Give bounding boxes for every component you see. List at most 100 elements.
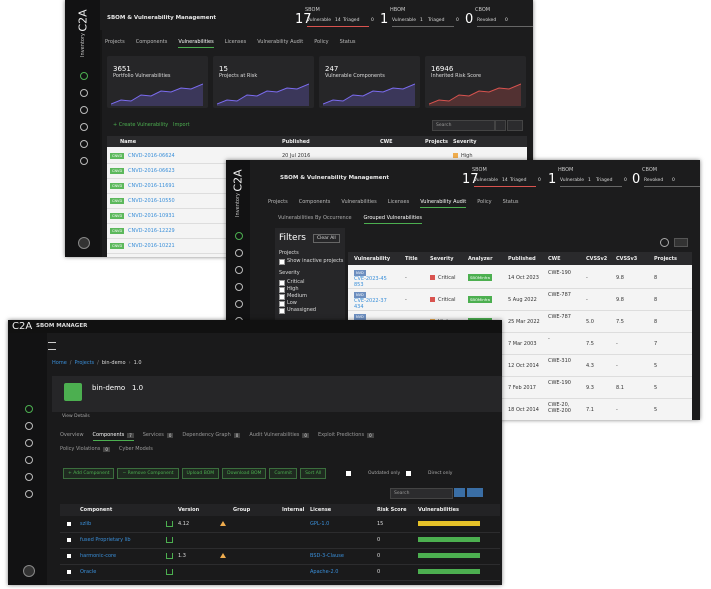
column-header[interactable]: Analyzer — [468, 256, 493, 262]
nav-icon[interactable] — [79, 72, 88, 80]
row-checkbox[interactable] — [67, 538, 71, 542]
column-header[interactable]: Severity — [453, 139, 477, 145]
action-button[interactable]: + Add Component — [63, 468, 115, 479]
tab[interactable]: Projects — [268, 199, 288, 205]
column-header[interactable]: Vulnerabilities — [418, 507, 459, 513]
nav-icon[interactable] — [24, 473, 33, 481]
column-header[interactable]: License — [310, 507, 332, 513]
checkbox[interactable] — [279, 287, 285, 293]
tab[interactable]: Policy Violations 0 — [60, 446, 110, 455]
tab[interactable]: Components 7 — [92, 432, 134, 441]
subtab[interactable]: Grouped Vulnerabilities — [363, 215, 422, 224]
search-box[interactable]: Search — [390, 488, 453, 499]
tab[interactable]: Vulnerabilities — [178, 39, 214, 48]
tab[interactable]: Projects — [105, 39, 125, 45]
checkbox[interactable] — [279, 280, 285, 286]
column-header[interactable]: CVSSv2 — [586, 256, 608, 262]
user-avatar[interactable] — [77, 237, 90, 249]
toggle-checkbox[interactable] — [406, 471, 411, 476]
vulnerability-link[interactable]: CVE-2022-37434 — [354, 298, 387, 310]
tab[interactable]: Status — [502, 199, 519, 205]
tab[interactable]: Overview — [60, 432, 84, 441]
column-header[interactable]: Component — [80, 507, 113, 513]
clear-button[interactable]: Clear All — [313, 234, 340, 243]
subtab[interactable]: Vulnerabilities By Occurrence — [278, 215, 352, 221]
refresh-button[interactable] — [495, 120, 506, 131]
column-header[interactable]: Name — [120, 139, 137, 145]
action-button[interactable]: Sort All — [300, 468, 327, 479]
tab[interactable]: Vulnerabilities — [341, 199, 377, 205]
checkbox[interactable] — [279, 301, 285, 307]
action-button[interactable]: Commit — [269, 468, 298, 479]
tab[interactable]: Services 0 — [143, 432, 174, 441]
nav-icon[interactable] — [24, 422, 33, 430]
nav-icon[interactable] — [24, 405, 33, 413]
tab[interactable]: Components — [135, 39, 168, 45]
column-header[interactable]: Vulnerability — [354, 256, 391, 262]
tab[interactable]: Vulnerability Audit — [420, 199, 467, 208]
row-checkbox[interactable] — [67, 554, 71, 558]
toggle-checkbox[interactable] — [346, 471, 351, 476]
action-button[interactable]: Upload BOM — [181, 468, 220, 479]
vulnerability-link[interactable]: CNVD-2016-10221 — [128, 243, 175, 249]
tab[interactable]: Licenses — [387, 199, 410, 205]
column-header[interactable]: Projects — [654, 256, 678, 262]
nav-icon[interactable] — [235, 232, 243, 240]
column-header[interactable]: Version — [178, 507, 200, 513]
column-header[interactable]: Published — [282, 139, 310, 145]
nav-icon[interactable] — [24, 490, 33, 498]
breadcrumb-item[interactable]: Home — [52, 360, 67, 366]
tab[interactable]: Licenses — [224, 39, 247, 45]
tab[interactable]: Exploit Predictions 0 — [318, 432, 374, 441]
action-button[interactable]: − Remove Component — [117, 468, 179, 479]
tab[interactable]: Audit Vulnerabilities 0 — [249, 432, 309, 441]
vulnerability-link[interactable]: CNVD-2016-12229 — [128, 228, 175, 234]
nav-icon[interactable] — [235, 300, 243, 308]
user-avatar[interactable] — [22, 565, 35, 577]
column-header[interactable]: CWE — [380, 139, 393, 145]
column-header[interactable]: Published — [508, 256, 536, 262]
column-header[interactable]: Group — [233, 507, 251, 513]
column-header[interactable]: Severity — [430, 256, 454, 262]
license-link[interactable]: BSD-3-Clause — [310, 553, 344, 559]
row-checkbox[interactable] — [67, 522, 71, 526]
columns-button[interactable] — [507, 120, 523, 131]
nav-icon[interactable] — [24, 456, 33, 464]
nav-icon[interactable] — [79, 89, 88, 97]
columns-button[interactable] — [467, 488, 483, 497]
action-button[interactable]: Download BOM — [222, 468, 267, 479]
vulnerability-link[interactable]: CNVD-2016-10931 — [128, 213, 175, 219]
vulnerability-link[interactable]: CNVD-2016-06624 — [128, 153, 175, 159]
column-header[interactable]: CVSSv3 — [616, 256, 638, 262]
checkbox[interactable] — [279, 259, 285, 265]
column-header[interactable]: Projects — [425, 139, 449, 145]
nav-icon[interactable] — [24, 439, 33, 447]
row-checkbox[interactable] — [67, 570, 71, 574]
import-button[interactable]: Import — [173, 122, 190, 128]
column-header[interactable]: Risk Score — [377, 507, 407, 513]
column-header[interactable]: Title — [405, 256, 418, 262]
nav-icon[interactable] — [79, 157, 88, 165]
tab[interactable]: Cyber Models — [119, 446, 153, 455]
nav-icon[interactable] — [235, 283, 243, 291]
checkbox[interactable] — [279, 294, 285, 300]
view-details-link[interactable]: View Details — [62, 414, 90, 419]
nav-icon[interactable] — [235, 266, 243, 274]
breadcrumb-item[interactable]: Projects — [74, 360, 95, 366]
column-header[interactable]: CWE — [548, 256, 561, 262]
component-link[interactable]: Oracle — [80, 569, 97, 575]
create-button[interactable]: + Create Vulnerability — [113, 122, 169, 128]
component-link[interactable]: szlib — [80, 521, 92, 527]
vulnerability-link[interactable]: CVE-2023-45853 — [354, 276, 387, 288]
tab[interactable]: Dependency Graph 0 — [182, 432, 241, 441]
vulnerability-link[interactable]: CNVD-2016-06623 — [128, 168, 175, 174]
menu-button[interactable] — [48, 342, 56, 350]
nav-icon[interactable] — [79, 123, 88, 131]
component-link[interactable]: fused Proprietary lib — [80, 537, 131, 543]
nav-icon[interactable] — [79, 106, 88, 114]
tab[interactable]: Components — [298, 199, 331, 205]
checkbox[interactable] — [279, 308, 285, 314]
refresh-button[interactable] — [660, 238, 669, 247]
nav-icon[interactable] — [235, 249, 243, 257]
refresh-button[interactable] — [454, 488, 465, 497]
